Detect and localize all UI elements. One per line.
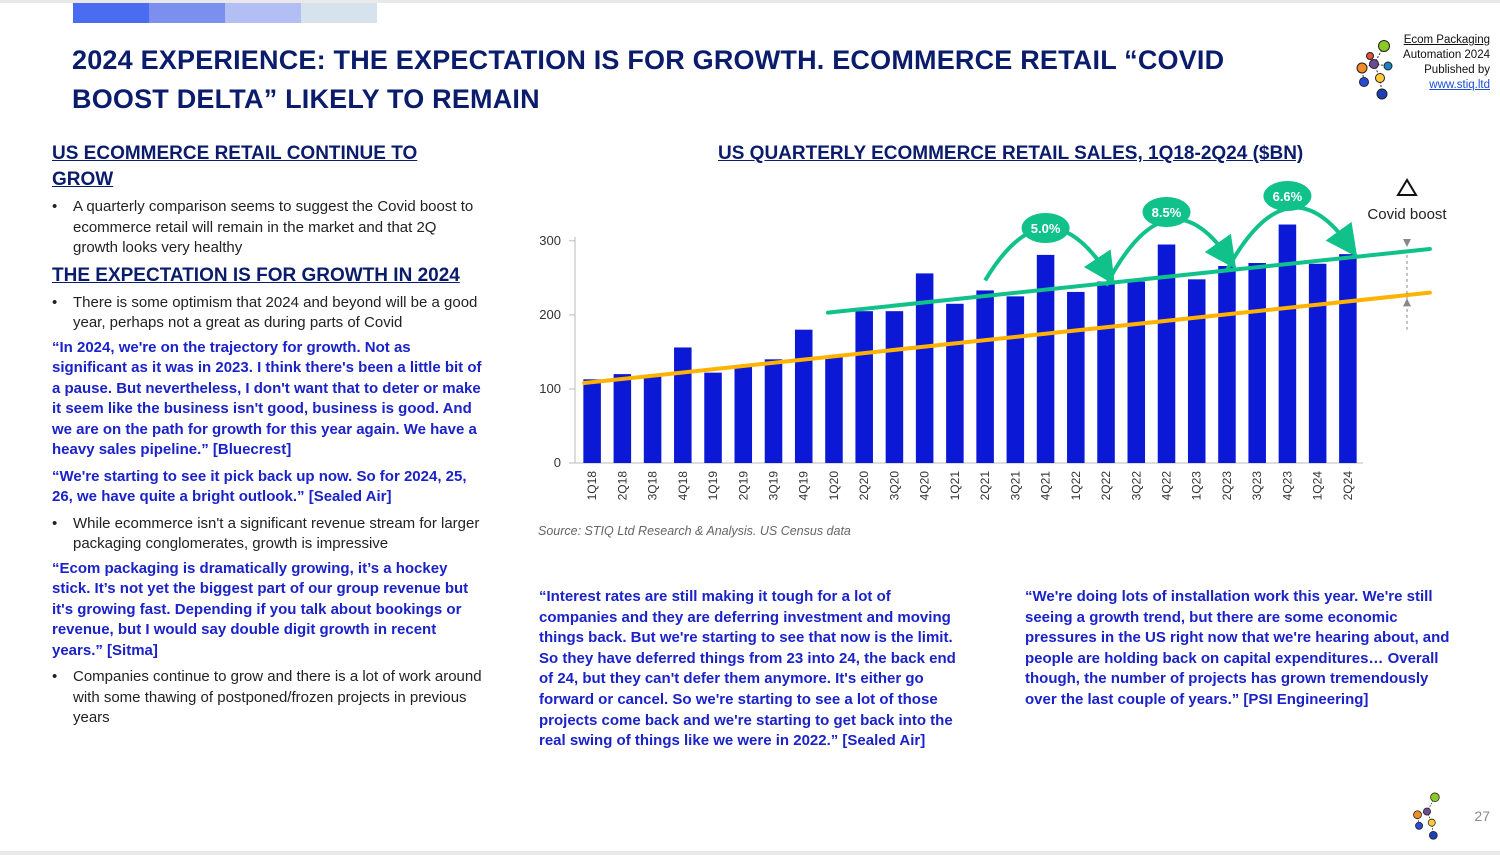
top-bar-segment: [149, 3, 225, 23]
x-tick-label: 2Q22: [1099, 471, 1113, 501]
x-tick-label: 2Q23: [1220, 471, 1234, 501]
bullet-2: There is some optimism that 2024 and bey…: [52, 293, 482, 334]
bar-1Q22: [1067, 291, 1085, 463]
bar-2Q21: [976, 290, 994, 463]
brand-block: Ecom Packaging Automation 2024 Published…: [1380, 33, 1490, 93]
stiq-logo-icon: [1356, 40, 1393, 100]
bar-1Q20: [825, 355, 843, 463]
bar-3Q18: [643, 375, 662, 463]
bar-4Q18: [674, 347, 692, 463]
growth-badge: [1142, 197, 1191, 227]
bullet-1: A quarterly comparison seems to suggest …: [52, 197, 482, 259]
y-tick-label: 100: [539, 381, 561, 396]
bar-3Q19: [764, 359, 783, 463]
x-tick-label: 2Q18: [615, 471, 629, 501]
brand-line2: Automation 2024: [1403, 49, 1490, 61]
x-tick-label: 1Q22: [1069, 471, 1083, 501]
x-tick-label: 2Q19: [736, 471, 750, 501]
x-tick-label: 3Q18: [646, 471, 660, 501]
x-tick-label: 4Q20: [918, 471, 932, 501]
x-tick-label: 4Q23: [1280, 471, 1294, 501]
top-bar-segment: [73, 3, 149, 23]
page-number: 27: [1474, 808, 1490, 824]
bar-4Q21: [1036, 254, 1055, 463]
y-tick-label: 300: [539, 233, 561, 248]
bar-4Q20: [915, 273, 934, 463]
section-heading-1: US ECOMMERCE RETAIL CONTINUE TO GROW: [52, 143, 418, 190]
bar-4Q23: [1278, 224, 1297, 463]
bar-2Q22: [1097, 281, 1115, 463]
y-tick-label: 0: [554, 455, 561, 470]
bar-1Q24: [1308, 263, 1327, 463]
x-tick-label: 4Q18: [676, 471, 690, 501]
bar-4Q22: [1157, 244, 1176, 463]
x-tick-label: 2Q24: [1341, 471, 1355, 501]
brand-line3: Published by: [1424, 64, 1490, 76]
bar-2Q20: [855, 311, 873, 463]
stiq-logo-bottom-icon: [1413, 792, 1440, 840]
bar-1Q18: [583, 379, 601, 463]
x-tick-label: 3Q23: [1250, 471, 1264, 501]
covid-boost-label: Covid boost: [1367, 206, 1447, 223]
bar-3Q22: [1127, 281, 1146, 463]
top-color-bar: [73, 3, 377, 23]
bullet-3: While ecommerce isn't a significant reve…: [52, 514, 482, 555]
x-tick-label: 3Q22: [1129, 471, 1143, 501]
x-tick-label: 4Q22: [1160, 471, 1174, 501]
x-tick-label: 3Q20: [887, 471, 901, 501]
x-tick-label: 4Q21: [1039, 471, 1053, 501]
chart-source: Source: STIQ Ltd Research & Analysis. US…: [538, 524, 851, 538]
x-tick-label: 1Q23: [1190, 471, 1204, 501]
chart-title: US QUARTERLY ECOMMERCE RETAIL SALES, 1Q1…: [718, 143, 1304, 164]
x-tick-label: 1Q18: [585, 471, 599, 501]
bar-1Q21: [946, 303, 964, 463]
growth-label: 8.5%: [1152, 205, 1182, 220]
x-tick-label: 2Q20: [857, 471, 871, 501]
growth-badge: [1263, 181, 1312, 211]
quote-bluecrest: “In 2024, we're on the trajectory for gr…: [52, 338, 482, 459]
brand-line1: Ecom Packaging: [1403, 34, 1490, 46]
x-tick-label: 2Q21: [978, 471, 992, 501]
green-trend-line: [825, 246, 1432, 315]
covid-boost-arrow-up: [1403, 298, 1411, 307]
y-tick-label: 200: [539, 307, 561, 322]
bar-2Q19: [734, 366, 753, 463]
x-tick-label: 3Q21: [1008, 471, 1022, 501]
growth-badge: [1021, 213, 1070, 243]
brand-link[interactable]: www.stiq.ltd: [1429, 79, 1490, 91]
quote-sealed-air-2: “Interest rates are still making it toug…: [539, 588, 956, 750]
bar-1Q23: [1187, 279, 1206, 463]
bar-4Q19: [794, 329, 813, 463]
slide-title: 2024 EXPERIENCE: THE EXPECTATION IS FOR …: [72, 45, 1225, 114]
quote-sitma: “Ecom packaging is dramatically growing,…: [52, 559, 469, 659]
bar-3Q20: [885, 311, 904, 463]
x-tick-label: 1Q20: [827, 471, 841, 501]
growth-label: 6.6%: [1273, 189, 1303, 204]
orange-trend-line: [582, 290, 1432, 386]
x-tick-label: 3Q19: [767, 471, 781, 501]
bar-2Q24: [1339, 254, 1357, 463]
quote-sealed-air-1: “We're starting to see it pick back up n…: [52, 467, 467, 506]
slide: 2024 EXPERIENCE: THE EXPECTATION IS FOR …: [0, 3, 1500, 851]
bar-1Q19: [704, 372, 722, 463]
left-column: US ECOMMERCE RETAIL CONTINUE TO GROW A q…: [52, 141, 482, 733]
x-tick-label: 1Q21: [948, 471, 962, 501]
bar-2Q23: [1218, 265, 1236, 463]
section-heading-2: THE EXPECTATION IS FOR GROWTH IN 2024: [52, 264, 460, 286]
x-tick-label: 1Q24: [1311, 471, 1325, 501]
bar-3Q23: [1248, 263, 1266, 463]
bar-2Q18: [613, 374, 632, 463]
bullet-4: Companies continue to grow and there is …: [52, 667, 482, 729]
x-tick-label: 4Q19: [797, 471, 811, 501]
covid-boost-arrow-down: [1403, 238, 1411, 247]
quote-psi-engineering: “We're doing lots of installation work t…: [1025, 588, 1450, 708]
delta-triangle-icon: [1396, 178, 1418, 196]
top-bar-segment: [301, 3, 377, 23]
growth-label: 5.0%: [1031, 221, 1061, 236]
x-tick-label: 1Q19: [706, 471, 720, 501]
bar-3Q21: [1006, 296, 1025, 463]
top-bar-segment: [225, 3, 301, 23]
ecommerce-sales-chart: 0 100 200 300 1Q18 2Q18 3Q18 4Q18 1Q19 2Q19 3Q19 4Q…: [539, 178, 1447, 501]
